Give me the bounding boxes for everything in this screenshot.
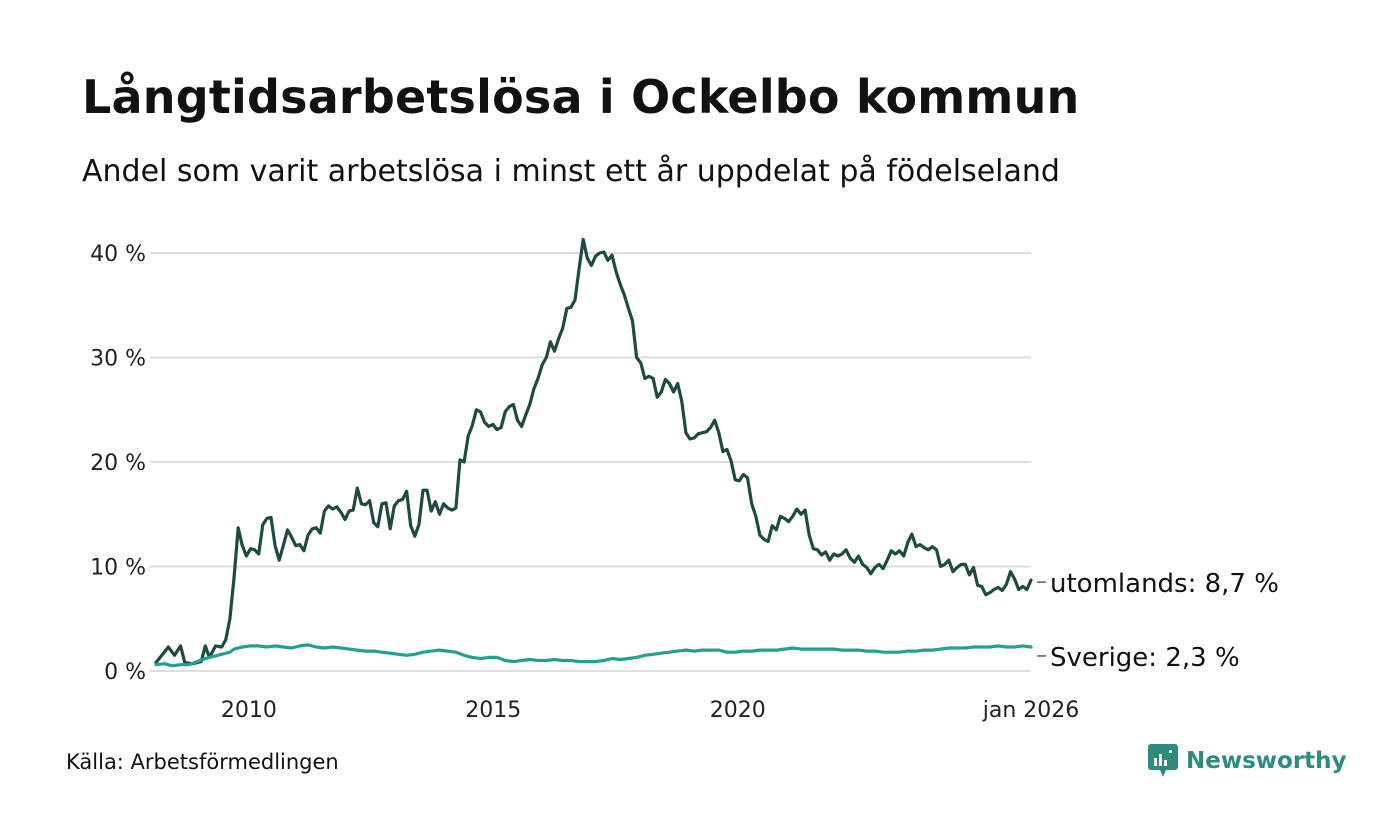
y-tick-label: 40 % — [90, 242, 146, 267]
series-end-label-sverige: Sverige: 2,3 % — [1050, 643, 1240, 673]
chart-subtitle: Andel som varit arbetslösa i minst ett å… — [82, 154, 1060, 189]
brand-logo[interactable]: Newsworthy — [1148, 744, 1347, 778]
series — [154, 237, 1033, 668]
newsworthy-icon — [1148, 744, 1178, 777]
y-tick-label: 0 % — [104, 660, 146, 685]
x-tick-label: 2010 — [221, 698, 277, 723]
y-tick-label: 30 % — [90, 347, 146, 372]
x-axis: 2010 2015 2020 jan 2026 — [221, 698, 1079, 723]
source-note: Källa: Arbetsförmedlingen — [66, 750, 339, 774]
y-axis: 0 % 10 % 20 % 30 % 40 % — [90, 242, 146, 685]
gridlines — [150, 252, 1031, 672]
x-tick-label: 2020 — [710, 698, 766, 723]
series-end-labels: utomlands: 8,7 % Sverige: 2,3 % — [1037, 569, 1279, 673]
series-end-label-utomlands: utomlands: 8,7 % — [1050, 569, 1279, 599]
series-line-sverige — [154, 643, 1033, 668]
y-tick-label: 10 % — [90, 556, 146, 581]
x-tick-label: 2015 — [465, 698, 521, 723]
x-tick-label: jan 2026 — [982, 698, 1080, 723]
series-line-utomlands — [154, 237, 1033, 666]
chart-title: Långtidsarbetslösa i Ockelbo kommun — [82, 70, 1080, 124]
y-tick-label: 20 % — [90, 451, 146, 476]
brand-name: Newsworthy — [1186, 748, 1347, 774]
